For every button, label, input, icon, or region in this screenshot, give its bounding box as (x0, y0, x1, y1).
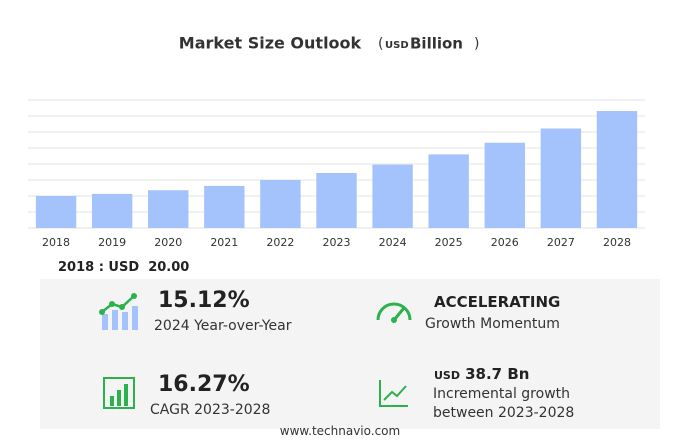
bar (540, 128, 582, 228)
increment-currency: USD (434, 369, 460, 382)
x-tick-label: 2021 (210, 236, 238, 249)
bar (204, 185, 245, 228)
x-tick-label: 2018 (42, 236, 70, 249)
bar (484, 142, 525, 228)
unit-currency: USD (385, 40, 409, 51)
unit-close: ) (474, 36, 479, 52)
increment-label-2: between 2023-2028 (433, 405, 575, 421)
increment-value-row: USD 38.7 Bn (434, 364, 529, 383)
base-year: 2018 : USD 20.00 (58, 260, 189, 275)
bar (148, 190, 189, 228)
x-tick-label: 2023 (323, 236, 351, 249)
x-tick-label: 2025 (435, 236, 463, 249)
x-tick-label: 2019 (98, 236, 126, 249)
base-value: 20.00 (148, 260, 190, 275)
unit-open: ( (378, 36, 383, 52)
base-label: 2018 : USD (58, 260, 140, 275)
footer: www.technavio.com (279, 424, 401, 438)
bar (428, 154, 469, 228)
bar (260, 180, 301, 228)
momentum-value: ACCELERATING (434, 293, 561, 311)
x-tick-label: 2027 (547, 236, 575, 249)
increment-value: 38.7 Bn (465, 365, 530, 383)
bar (316, 172, 357, 228)
bar (372, 164, 413, 228)
x-tick-label: 2028 (603, 236, 631, 249)
cagr-icon (103, 377, 135, 409)
bar (35, 196, 77, 228)
increment-icon (379, 380, 408, 407)
x-tick-label: 2020 (154, 236, 182, 249)
increment-label: Incremental growth (433, 386, 571, 402)
unit-name: Billion (410, 35, 463, 53)
momentum-label: Growth Momentum (425, 316, 560, 332)
yoy-label: 2024 Year-over-Year (154, 318, 292, 334)
x-tick-label: 2024 (379, 236, 407, 249)
x-tick-label: 2022 (266, 236, 294, 249)
x-tick-label: 2026 (491, 236, 519, 249)
cagr-value: 16.27% (158, 372, 250, 397)
cagr-label: CAGR 2023-2028 (150, 402, 271, 418)
yoy-value: 15.12% (158, 288, 250, 313)
bar (91, 193, 133, 228)
momentum-icon (376, 302, 412, 323)
chart: Market Size Outlook ( USD Billion ) 2018… (28, 34, 645, 249)
yoy-icon (99, 293, 138, 330)
stats-panel (40, 279, 660, 429)
chart-title: Market Size Outlook (179, 34, 362, 53)
bar (596, 111, 638, 228)
